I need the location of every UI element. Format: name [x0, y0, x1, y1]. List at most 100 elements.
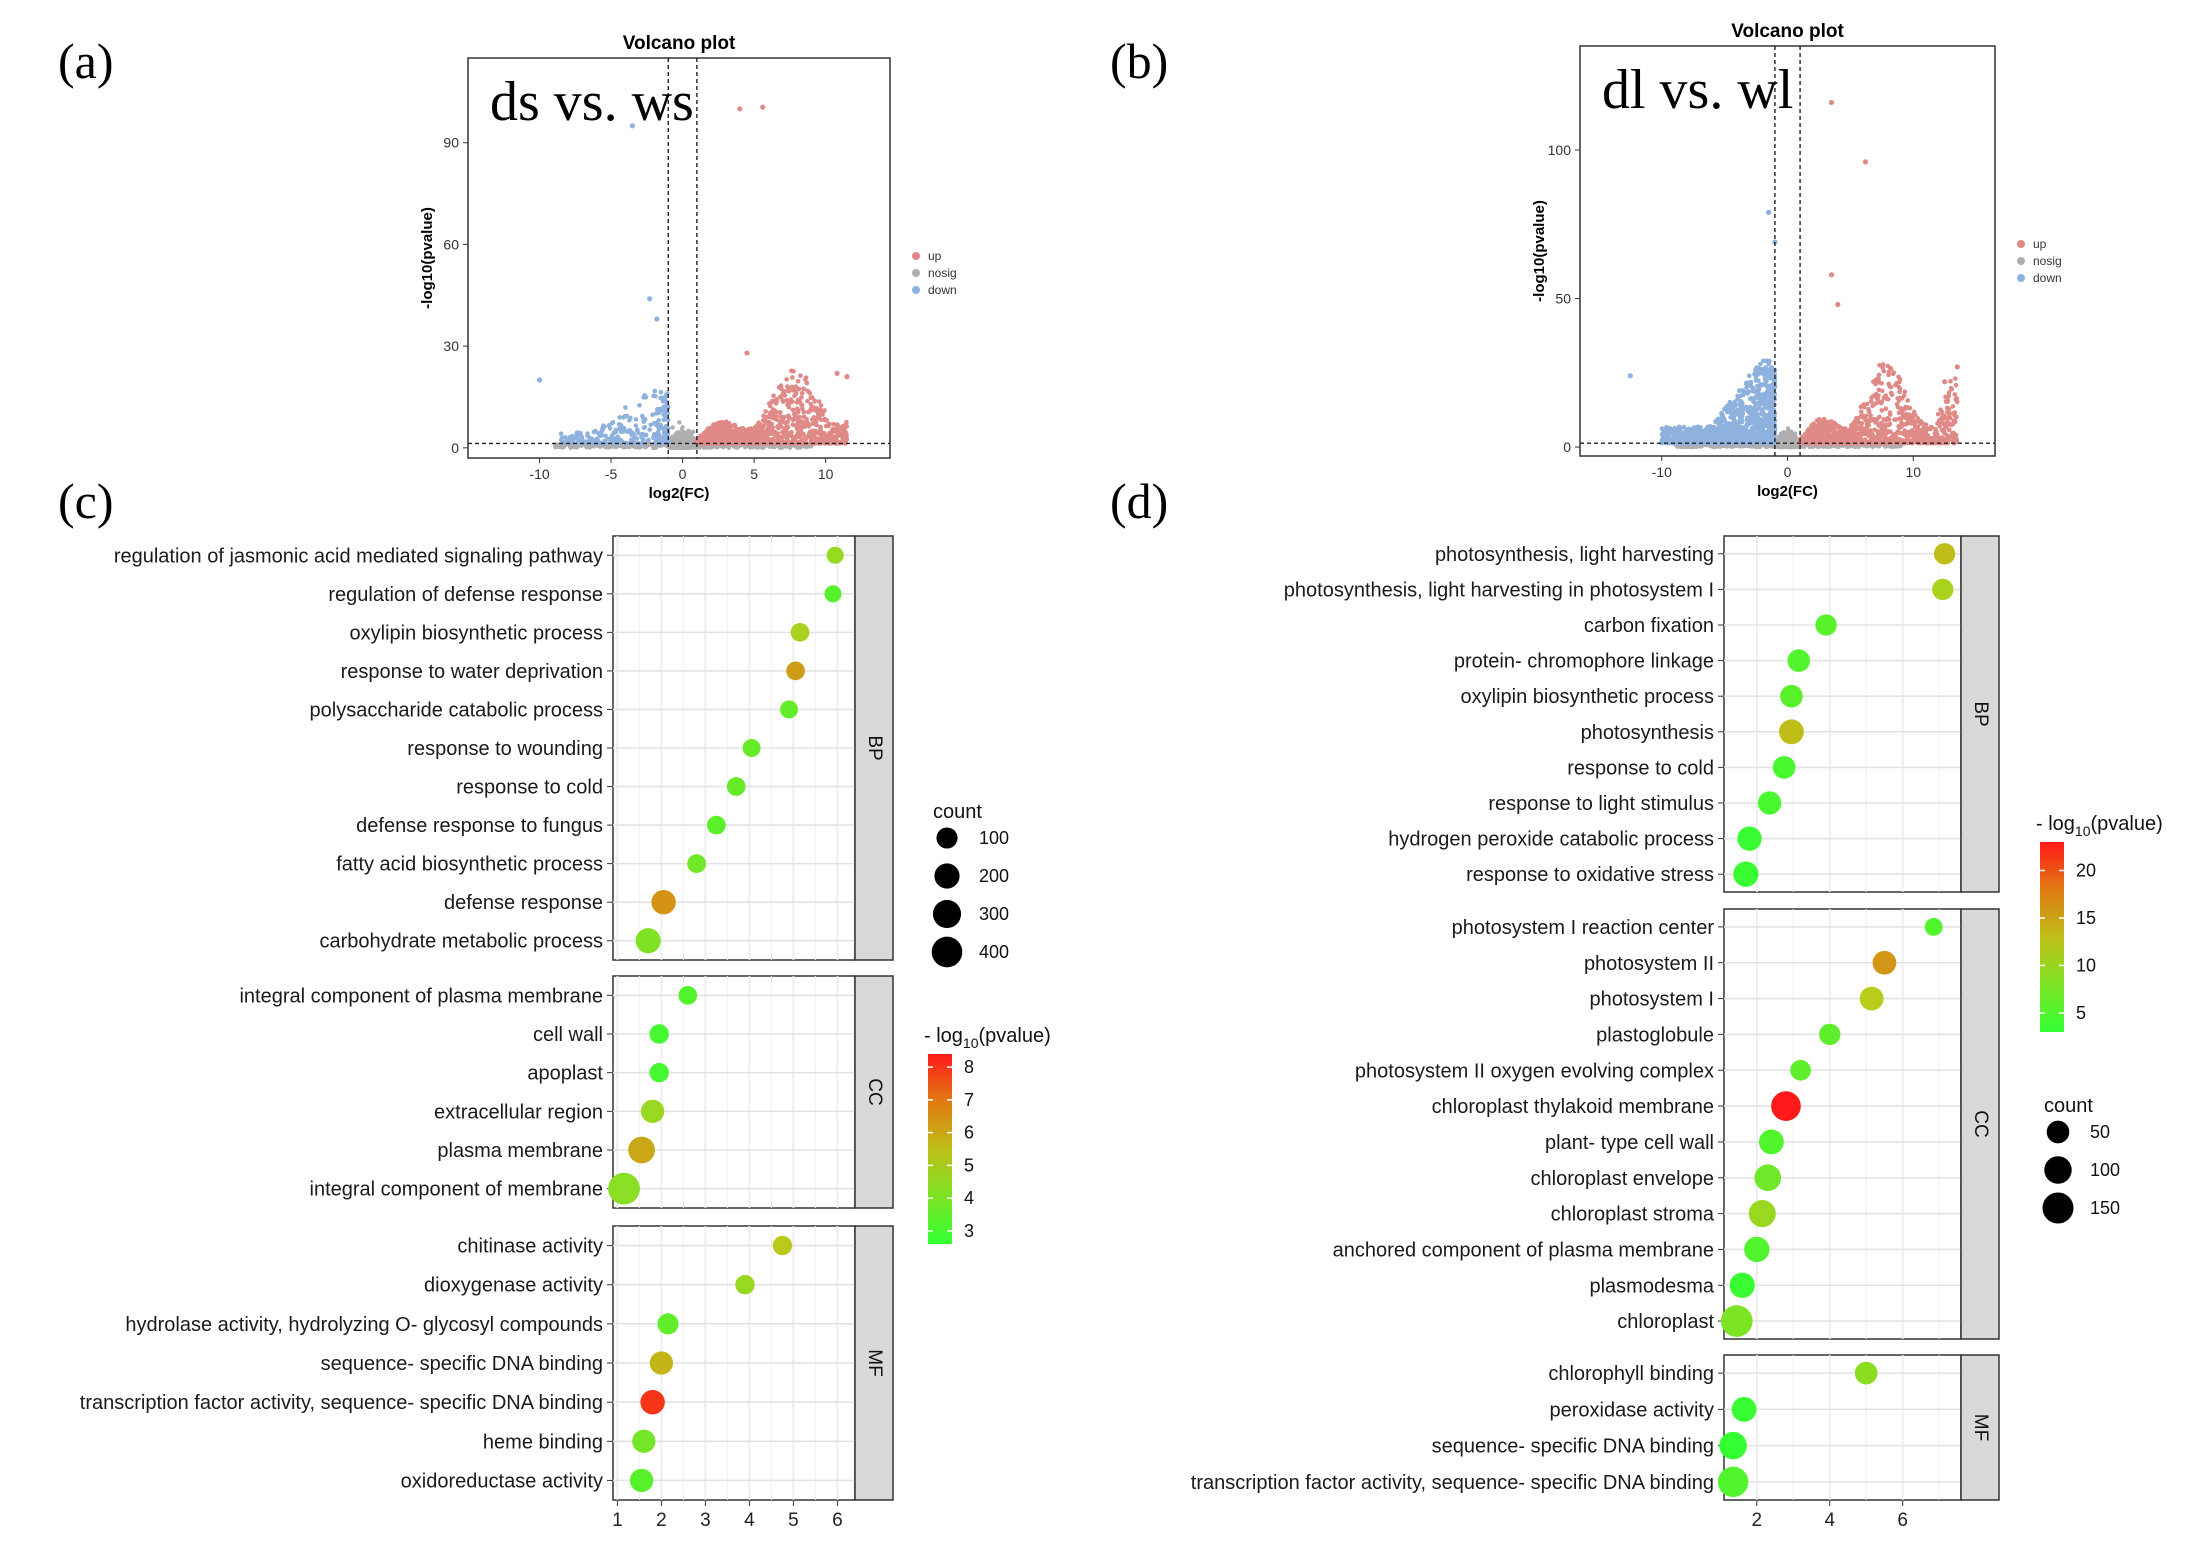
- up-point: [1953, 382, 1959, 388]
- up-point: [833, 427, 838, 432]
- down-point: [640, 413, 645, 419]
- up-point: [709, 441, 714, 446]
- down-point: [647, 427, 653, 432]
- up-point: [795, 417, 800, 423]
- nosig-point: [670, 425, 675, 430]
- up-point: [751, 433, 757, 438]
- up-point: [1897, 386, 1903, 392]
- up-point: [779, 418, 784, 424]
- up-point: [801, 431, 806, 437]
- down-point: [585, 433, 590, 438]
- up-point: [763, 409, 768, 414]
- up-point: [800, 406, 805, 411]
- up-point: [713, 422, 719, 427]
- up-point: [1949, 386, 1955, 392]
- up-point: [713, 425, 719, 431]
- up-point: [1887, 421, 1893, 427]
- x-tick-label: 10: [818, 466, 834, 482]
- up-point: [1889, 392, 1895, 398]
- up-point: [1954, 399, 1960, 405]
- up-point: [1849, 440, 1855, 446]
- up-point: [844, 437, 849, 443]
- y-tick-label: 90: [443, 135, 459, 151]
- up-point: [1825, 428, 1830, 434]
- nosig-point: [688, 434, 694, 440]
- up-point: [1849, 430, 1855, 436]
- nosig-point: [675, 430, 681, 435]
- volcano-title: Volcano plot: [1731, 21, 1844, 42]
- down-point: [620, 429, 626, 434]
- up-point: [1899, 424, 1904, 429]
- up-point: [827, 434, 832, 439]
- down-point: [611, 430, 617, 435]
- up-point: [1836, 432, 1841, 438]
- up-point: [727, 426, 733, 431]
- down-point: [633, 417, 639, 422]
- up-point: [763, 436, 769, 441]
- up-point: [723, 419, 729, 425]
- up-point: [1948, 378, 1953, 384]
- up-point: [1875, 429, 1880, 434]
- points-layer: [1627, 99, 1960, 450]
- up-point: [1953, 415, 1959, 420]
- down-point: [641, 425, 647, 431]
- up-point: [1866, 420, 1871, 425]
- up-point: [791, 386, 796, 392]
- up-point: [1870, 379, 1876, 384]
- down-point: [570, 440, 575, 446]
- up-point: [770, 398, 775, 404]
- up-point: [1898, 430, 1904, 436]
- up-point: [792, 441, 798, 446]
- up-point: [1952, 437, 1958, 442]
- up-point: [1902, 389, 1908, 394]
- up-point: [737, 431, 743, 436]
- up-point: [1894, 401, 1900, 407]
- down-point: [665, 425, 670, 431]
- up-point: [1933, 426, 1938, 432]
- up-point: [1941, 428, 1947, 433]
- down-point: [661, 434, 666, 440]
- up-point: [1887, 437, 1893, 442]
- x-axis-title: log2(FC): [649, 485, 710, 502]
- up-point: [818, 417, 824, 422]
- down-point: [641, 395, 646, 400]
- up-point: [1898, 405, 1904, 411]
- up-point: [1915, 416, 1921, 421]
- up-point: [1876, 372, 1882, 378]
- down-point: [623, 405, 628, 410]
- panel-letter-a: (a): [58, 33, 114, 89]
- down-point: [593, 428, 598, 434]
- up-point: [1884, 396, 1889, 401]
- legend-nosig-swatch: [912, 269, 920, 277]
- nosig-point: [803, 444, 809, 450]
- up-point: [1811, 430, 1816, 436]
- down-point: [656, 410, 662, 416]
- up-point: [747, 433, 752, 438]
- up-point: [770, 407, 776, 412]
- up-point: [786, 404, 792, 410]
- up-point: [1868, 413, 1873, 418]
- up-point: [1878, 440, 1883, 446]
- up-point: [799, 390, 805, 396]
- nosig-point: [650, 445, 656, 450]
- up-point: [1902, 428, 1907, 433]
- down-point: [626, 429, 632, 434]
- legend-down-label: down: [928, 283, 957, 297]
- up-point: [769, 421, 775, 427]
- down-point: [645, 438, 650, 444]
- volcano-plot-b: Volcano plot-10 0 10050100log2(FC)-log10(p…: [1531, 21, 2062, 500]
- up-point: [760, 104, 766, 110]
- up-point: [705, 436, 710, 442]
- up-point: [1806, 430, 1812, 435]
- up-point: [822, 416, 828, 422]
- nosig-point: [680, 425, 685, 430]
- up-point: [756, 440, 761, 445]
- up-point: [766, 424, 771, 429]
- down-point: [654, 316, 660, 322]
- up-point: [737, 106, 743, 112]
- up-point: [790, 407, 796, 413]
- nosig-point: [556, 444, 561, 449]
- down-point: [633, 423, 639, 428]
- up-point: [1876, 387, 1882, 393]
